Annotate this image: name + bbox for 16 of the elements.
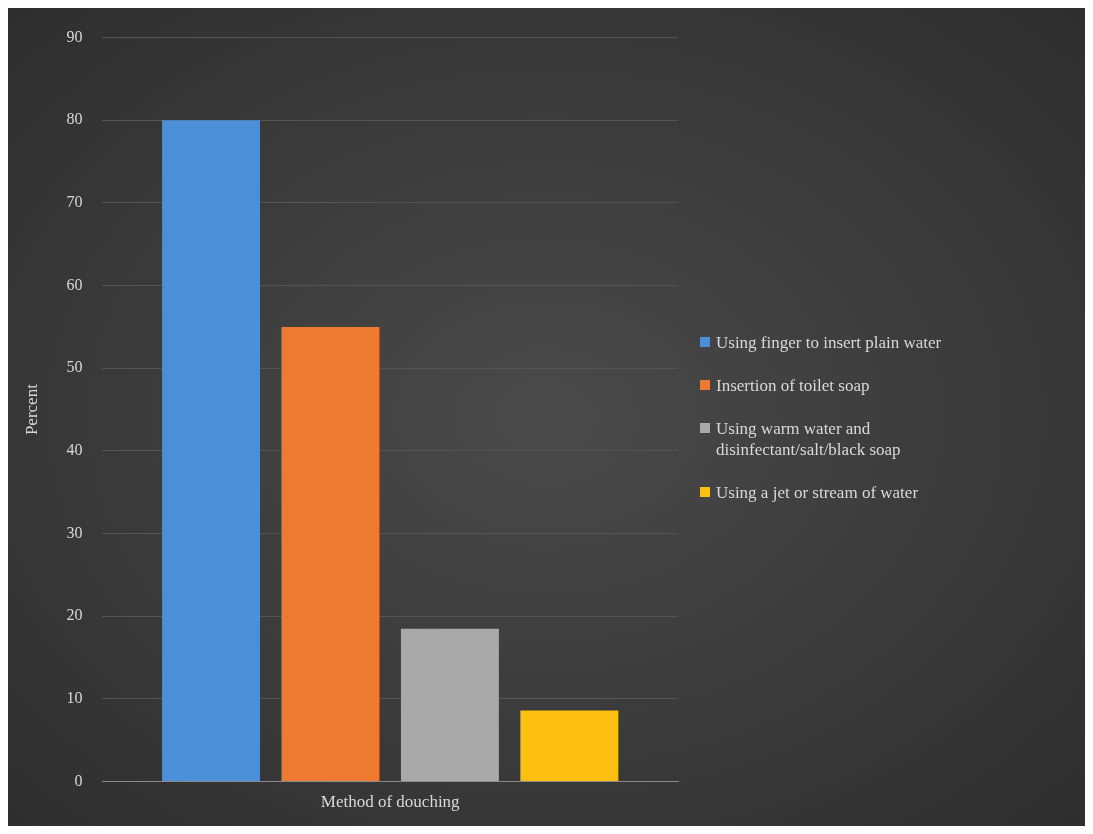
y-tick-label: 90 <box>66 27 83 45</box>
y-tick-label: 70 <box>66 193 83 211</box>
y-tick-label: 40 <box>66 441 83 459</box>
legend-label: Using a jet or stream of water <box>716 481 919 503</box>
y-tick-label: 60 <box>66 275 83 293</box>
x-tick-label: Method of douching <box>320 792 461 812</box>
y-tick-label: 80 <box>66 110 83 128</box>
legend-label: Insertion of toilet soap <box>716 374 870 396</box>
y-axis-title: Percent <box>21 383 41 436</box>
y-tick-label: 50 <box>66 358 83 376</box>
y-tick-label: 20 <box>66 606 83 624</box>
y-tick-label: 0 <box>74 771 83 789</box>
y-tick-label: 30 <box>66 523 83 541</box>
legend-label: Using warm water and disinfectant/salt/black soap <box>716 417 902 460</box>
y-tick-label: 10 <box>66 689 83 707</box>
legend-label: Using finger to insert plain water <box>716 331 942 353</box>
